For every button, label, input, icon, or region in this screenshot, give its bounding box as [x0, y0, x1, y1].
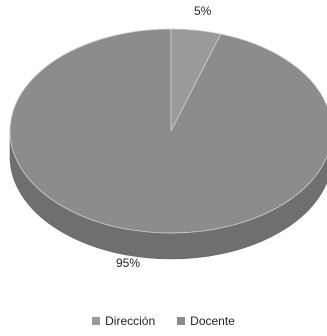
data-label-docente: 95%: [116, 256, 141, 270]
data-label-direccion: 5%: [194, 4, 212, 18]
legend-swatch-direccion: [92, 317, 101, 325]
pie-chart-plot: [9, 28, 327, 260]
legend-label-direccion: Dirección: [105, 314, 156, 328]
pie-slice-docente: [9, 28, 327, 234]
legend-swatch-docente: [177, 317, 186, 325]
chart-legend: Dirección Docente: [0, 314, 327, 328]
legend-item-docente: Docente: [177, 314, 235, 328]
legend-label-docente: Docente: [190, 314, 235, 328]
legend-item-direccion: Dirección: [92, 314, 155, 328]
